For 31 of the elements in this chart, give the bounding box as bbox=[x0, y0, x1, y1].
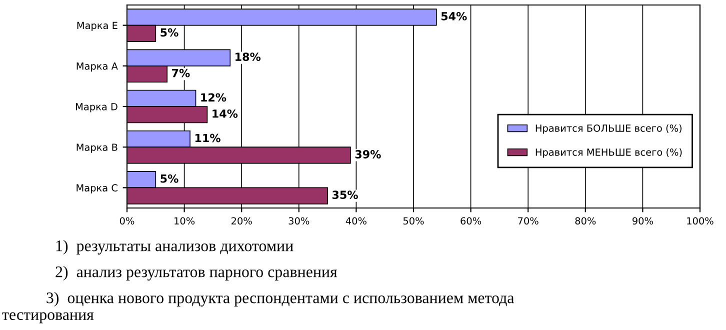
x-tick-label: 40% bbox=[346, 217, 366, 225]
x-tick-label: 50% bbox=[403, 217, 424, 225]
data-label: 14% bbox=[212, 109, 238, 118]
legend-label: Нравится МЕНЬШЕ всего (%) bbox=[536, 148, 682, 158]
x-tick-label: 60% bbox=[460, 217, 482, 225]
x-tick-label: 0% bbox=[120, 217, 134, 225]
legend-label: Нравится БОЛЬШЕ всего (%) bbox=[536, 124, 682, 134]
data-label: 5% bbox=[160, 28, 178, 37]
y-tick-label: Марка E bbox=[77, 22, 118, 32]
x-tick-label: 70% bbox=[518, 217, 538, 225]
y-tick-label: Марка B bbox=[76, 144, 118, 153]
data-label: 12% bbox=[201, 93, 226, 102]
text: 1) результаты анализов дихотомии bbox=[56, 240, 294, 255]
y-tick-label: Марка D bbox=[76, 103, 118, 112]
x-tick-label: 20% bbox=[232, 217, 252, 225]
data-label: 11% bbox=[195, 134, 220, 142]
y-tick-label: Марка C bbox=[76, 184, 118, 194]
x-tick-label: 30% bbox=[288, 217, 310, 225]
y-tick-label: Марка A bbox=[76, 62, 118, 72]
data-label: 35% bbox=[332, 190, 358, 200]
data-label: 18% bbox=[236, 52, 261, 62]
x-tick-label: 10% bbox=[174, 217, 195, 225]
text: 2) анализ результатов парного сравнения bbox=[56, 266, 338, 281]
x-tick-label: 100% bbox=[687, 217, 714, 225]
data-label: 39% bbox=[355, 150, 381, 158]
text: 3) оценка нового продукта респондентами с использованием метода тестирования bbox=[2, 292, 514, 324]
x-tick-label: 80% bbox=[575, 217, 596, 225]
data-label: 7% bbox=[172, 68, 190, 78]
data-label: 5% bbox=[160, 174, 178, 183]
data-label: 54% bbox=[441, 12, 467, 20]
x-tick-label: 90% bbox=[632, 217, 653, 225]
